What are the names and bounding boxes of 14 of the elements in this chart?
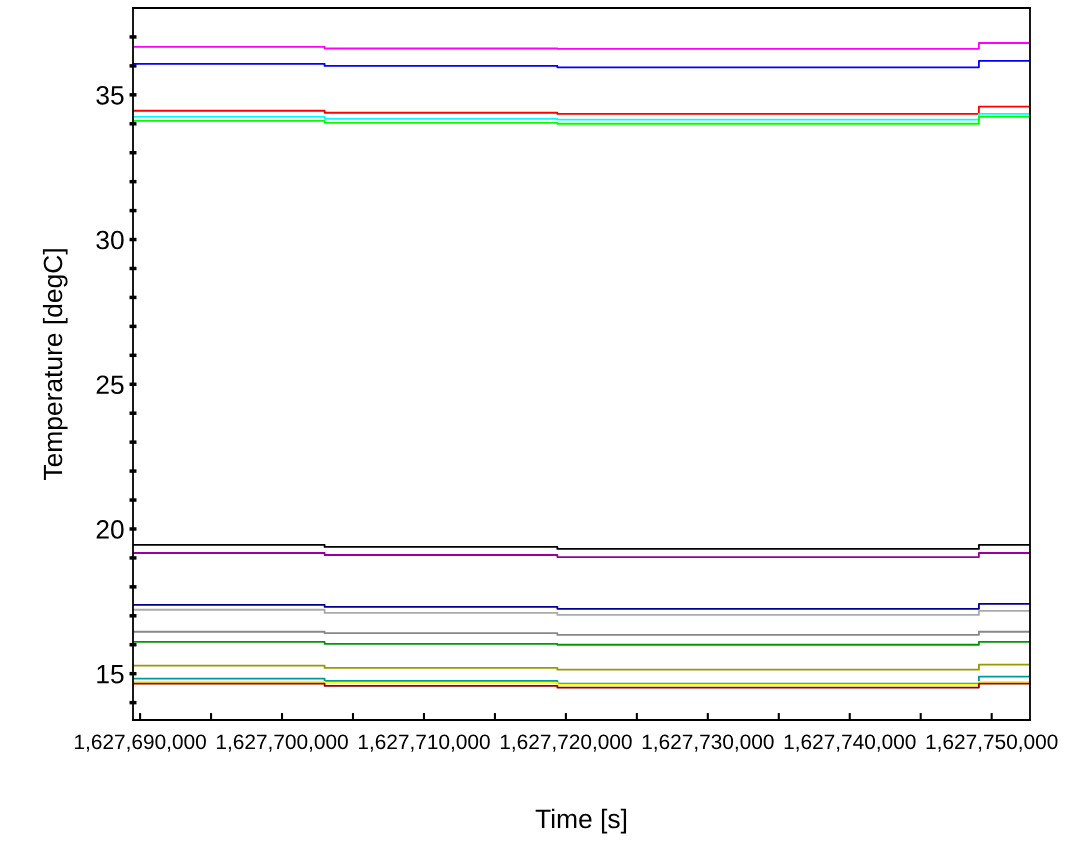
x-tick-label: 1,627,700,000 [217, 734, 348, 752]
y-tick-label: 15 [97, 665, 124, 684]
x-tick-label: 1,627,750,000 [926, 734, 1058, 752]
x-tick-label: 1,627,690,000 [75, 734, 206, 752]
y-tick-label: 20 [96, 520, 124, 539]
x-tick-label: 1,627,710,000 [358, 734, 490, 752]
x-axis-title: Time [s] [535, 808, 627, 834]
y-tick-label: 25 [96, 375, 124, 395]
y-tick-label: 35 [96, 85, 124, 105]
y-axis-title: Temperature [degC] [42, 249, 68, 480]
x-tick-label: 1,627,740,000 [784, 734, 916, 752]
x-tick-label: 1,627,730,000 [642, 734, 774, 752]
x-tick-label: 1,627,720,000 [500, 734, 632, 752]
y-tick-label: 30 [96, 230, 124, 250]
